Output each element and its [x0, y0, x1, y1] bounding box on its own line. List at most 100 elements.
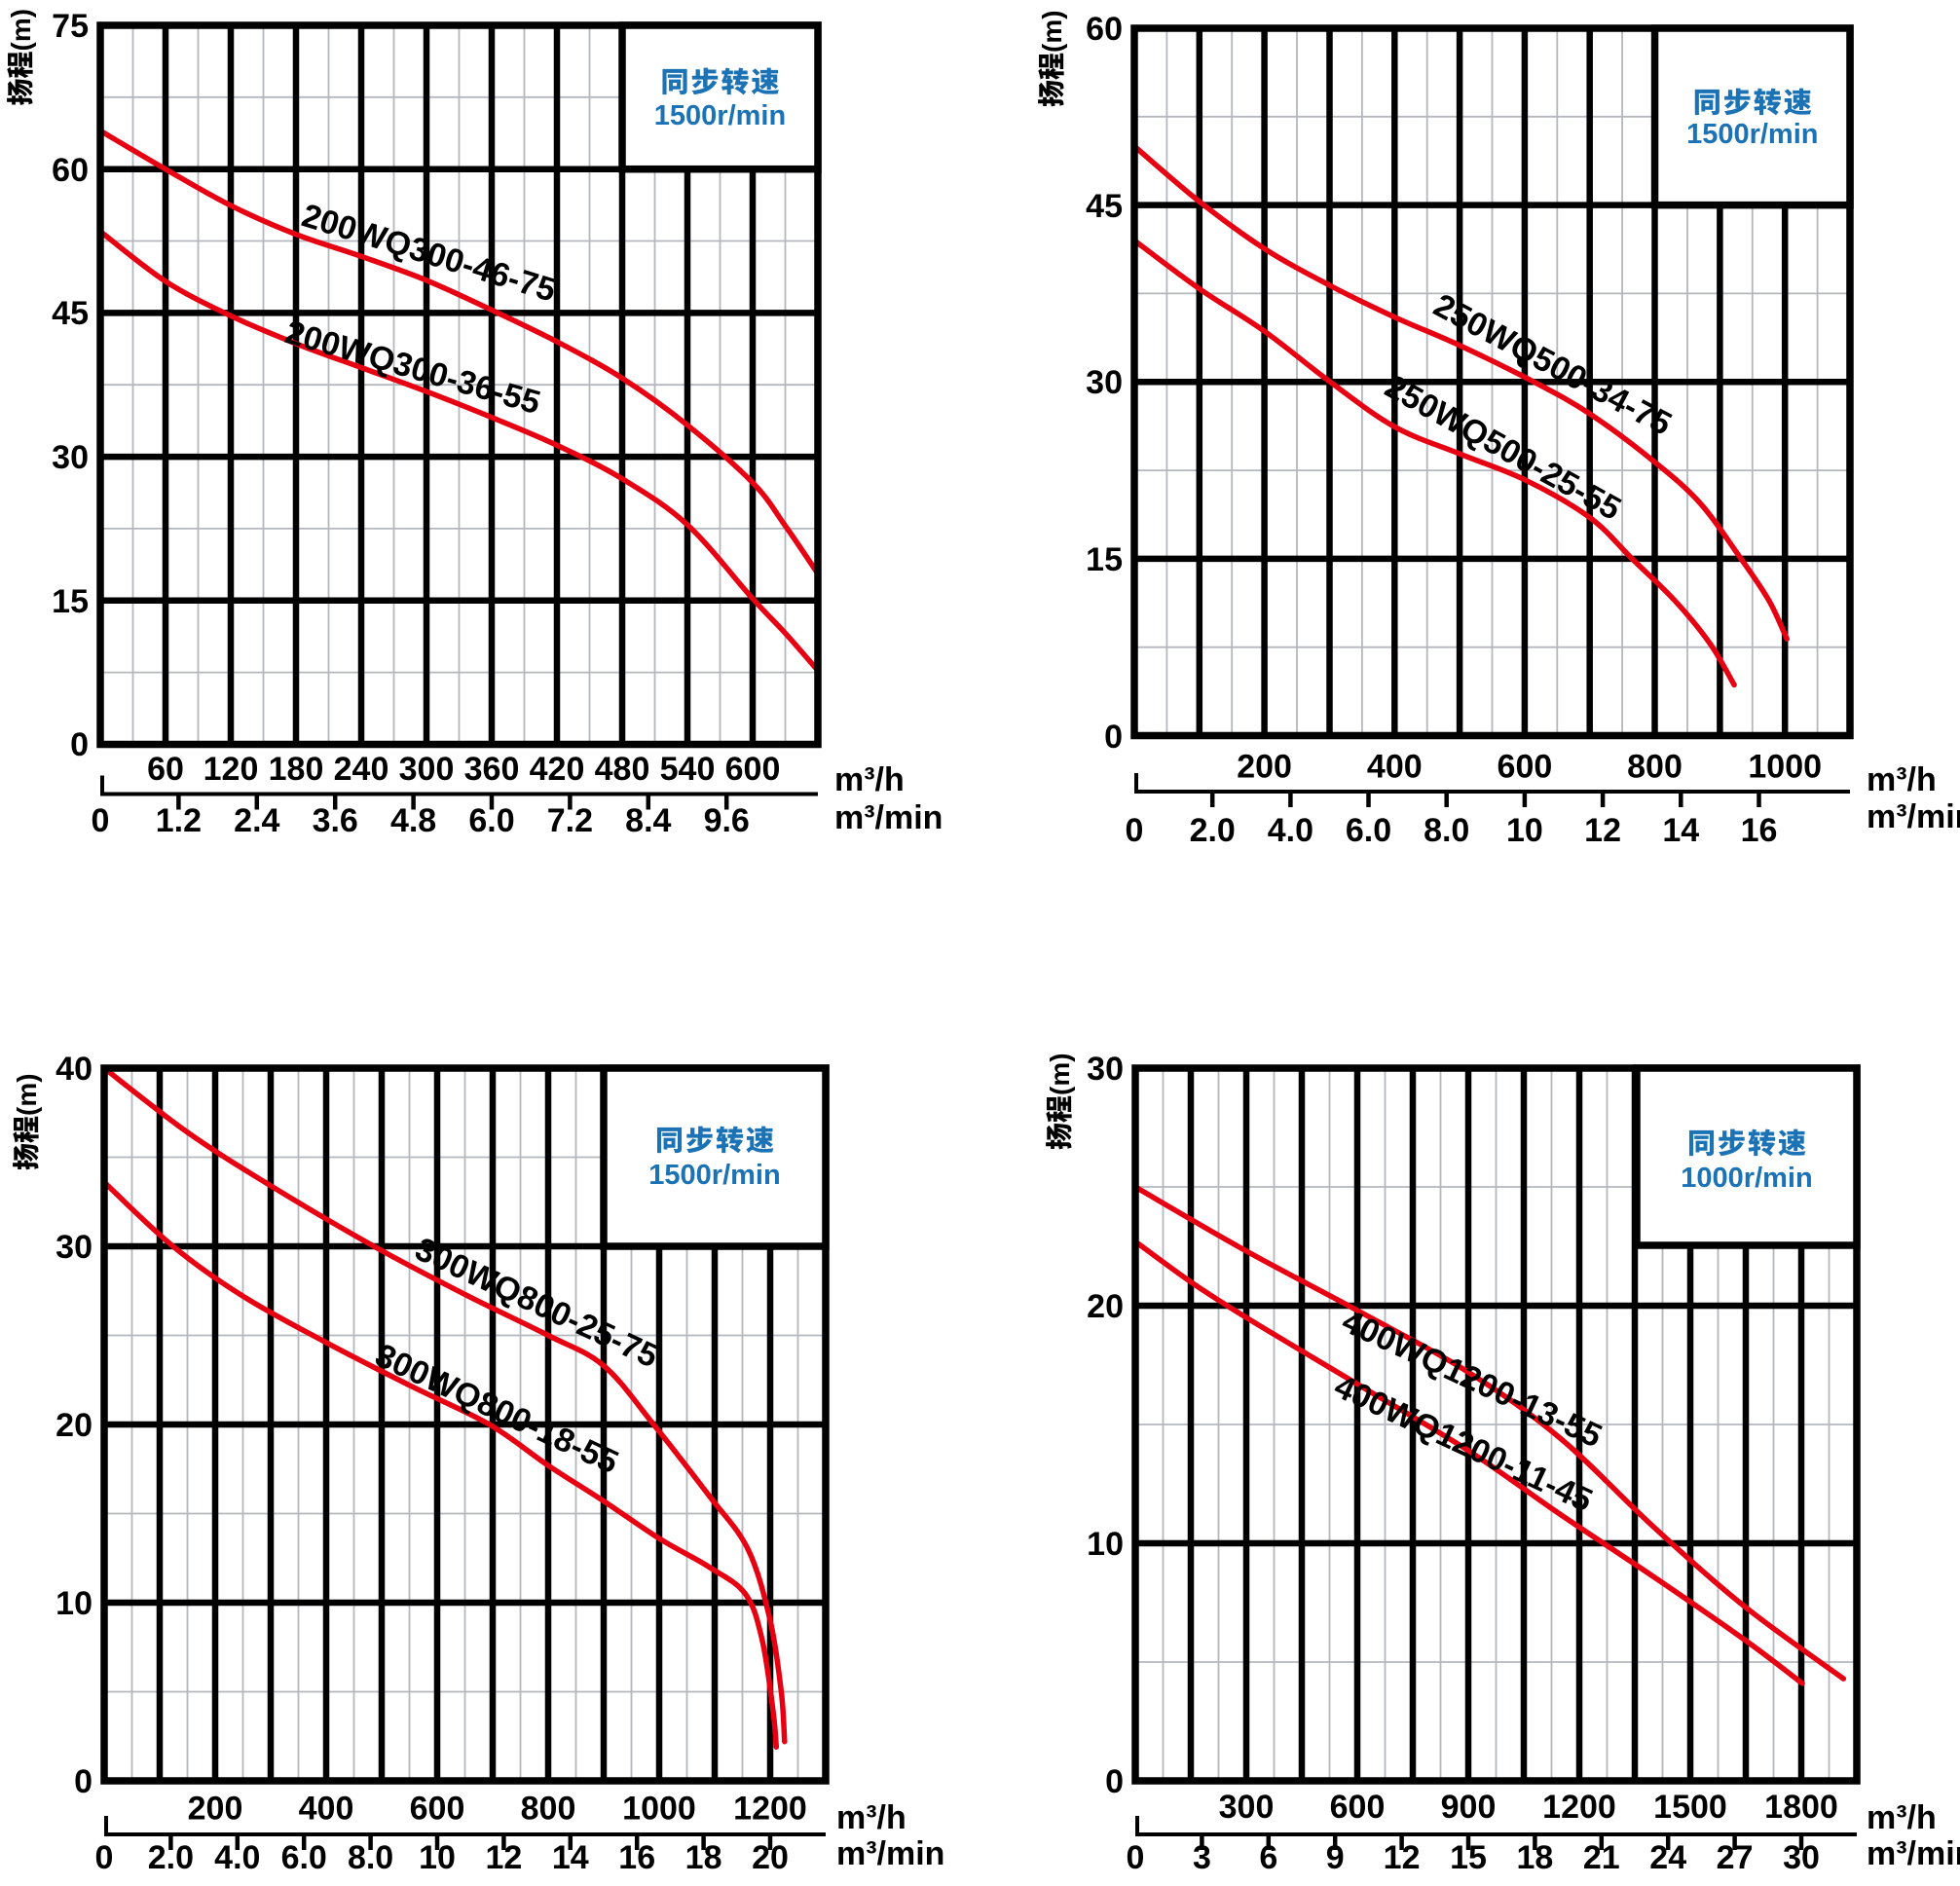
svg-text:40: 40	[55, 1051, 92, 1088]
svg-text:400: 400	[1367, 749, 1423, 786]
svg-text:1800: 1800	[1764, 1789, 1838, 1826]
svg-text:400: 400	[299, 1791, 354, 1828]
svg-text:20: 20	[752, 1839, 789, 1876]
svg-text:1200: 1200	[1542, 1789, 1616, 1826]
svg-text:45: 45	[52, 295, 89, 332]
svg-text:60: 60	[1086, 11, 1123, 48]
svg-text:0: 0	[92, 802, 110, 839]
svg-text:200: 200	[188, 1791, 243, 1828]
svg-text:240: 240	[334, 751, 389, 788]
svg-text:30: 30	[52, 439, 89, 476]
svg-text:6.0: 6.0	[1346, 812, 1391, 849]
svg-text:16: 16	[1741, 812, 1778, 849]
svg-text:14: 14	[552, 1839, 589, 1876]
svg-text:800: 800	[521, 1791, 576, 1828]
svg-text:18: 18	[685, 1839, 722, 1876]
svg-text:1000: 1000	[622, 1791, 696, 1828]
svg-text:27: 27	[1717, 1839, 1754, 1876]
svg-text:0: 0	[95, 1839, 114, 1876]
svg-text:15: 15	[1086, 541, 1123, 578]
svg-text:4.8: 4.8	[390, 802, 436, 839]
svg-text:300: 300	[399, 751, 455, 788]
svg-text:1500: 1500	[1653, 1789, 1727, 1826]
svg-text:20: 20	[1087, 1288, 1124, 1325]
svg-text:12: 12	[1384, 1839, 1421, 1876]
svg-text:600: 600	[1498, 749, 1553, 786]
svg-text:20: 20	[55, 1407, 92, 1444]
svg-text:m³/h: m³/h	[834, 761, 905, 798]
svg-text:1000: 1000	[1748, 749, 1822, 786]
svg-text:(m): (m)	[1037, 10, 1067, 53]
svg-text:540: 540	[660, 751, 716, 788]
svg-text:480: 480	[595, 751, 650, 788]
svg-text:4.0: 4.0	[214, 1839, 260, 1876]
svg-text:m³/min: m³/min	[836, 1835, 944, 1872]
svg-text:600: 600	[410, 1791, 465, 1828]
svg-text:900: 900	[1441, 1789, 1497, 1826]
svg-text:3: 3	[1193, 1839, 1211, 1876]
svg-text:21: 21	[1583, 1839, 1620, 1876]
svg-text:420: 420	[530, 751, 585, 788]
svg-text:8.4: 8.4	[625, 802, 671, 839]
svg-text:10: 10	[419, 1839, 456, 1876]
svg-text:60: 60	[147, 751, 184, 788]
svg-text:1000r/min: 1000r/min	[1681, 1163, 1812, 1194]
svg-text:30: 30	[55, 1229, 92, 1266]
svg-text:0: 0	[1127, 1839, 1145, 1876]
svg-text:30: 30	[1783, 1839, 1820, 1876]
svg-text:30: 30	[1087, 1051, 1124, 1088]
svg-text:m³/min: m³/min	[1867, 798, 1960, 835]
svg-text:12: 12	[1584, 812, 1621, 849]
svg-text:1200: 1200	[733, 1791, 807, 1828]
svg-text:m³/min: m³/min	[834, 799, 943, 836]
svg-text:0: 0	[1105, 1763, 1124, 1800]
svg-text:10: 10	[1506, 812, 1543, 849]
svg-text:3.6: 3.6	[313, 802, 358, 839]
svg-text:15: 15	[52, 583, 89, 620]
svg-text:8.0: 8.0	[348, 1839, 393, 1876]
svg-text:0: 0	[70, 726, 89, 763]
svg-text:600: 600	[725, 751, 781, 788]
svg-text:180: 180	[269, 751, 324, 788]
svg-text:15: 15	[1450, 1839, 1487, 1876]
svg-text:m³/min: m³/min	[1867, 1835, 1960, 1872]
svg-text:m³/h: m³/h	[1867, 1799, 1937, 1836]
svg-text:6.0: 6.0	[281, 1839, 327, 1876]
svg-text:8.0: 8.0	[1424, 812, 1469, 849]
svg-text:800: 800	[1627, 749, 1683, 786]
svg-text:m³/h: m³/h	[836, 1799, 906, 1836]
svg-text:0: 0	[74, 1763, 92, 1800]
svg-text:300: 300	[1219, 1789, 1275, 1826]
svg-text:75: 75	[52, 8, 89, 45]
svg-text:(m): (m)	[6, 9, 36, 52]
svg-text:200: 200	[1237, 749, 1292, 786]
svg-text:10: 10	[1087, 1526, 1124, 1563]
svg-text:9.6: 9.6	[704, 802, 750, 839]
svg-text:60: 60	[52, 152, 89, 189]
svg-text:7.2: 7.2	[547, 802, 593, 839]
svg-text:6: 6	[1259, 1839, 1277, 1876]
svg-text:24: 24	[1649, 1839, 1686, 1876]
svg-text:1.2: 1.2	[156, 802, 202, 839]
svg-text:4.0: 4.0	[1268, 812, 1313, 849]
svg-text:2.4: 2.4	[234, 802, 279, 839]
svg-text:360: 360	[464, 751, 520, 788]
svg-text:45: 45	[1086, 188, 1123, 225]
svg-text:6.0: 6.0	[468, 802, 514, 839]
svg-text:1500r/min: 1500r/min	[648, 1160, 780, 1191]
svg-text:9: 9	[1326, 1839, 1345, 1876]
svg-text:0: 0	[1104, 719, 1123, 756]
svg-text:600: 600	[1330, 1789, 1386, 1826]
svg-text:(m): (m)	[12, 1073, 42, 1116]
svg-text:10: 10	[55, 1585, 92, 1622]
svg-text:120: 120	[203, 751, 259, 788]
svg-text:16: 16	[618, 1839, 655, 1876]
svg-text:12: 12	[485, 1839, 522, 1876]
svg-text:18: 18	[1516, 1839, 1553, 1876]
svg-text:m³/h: m³/h	[1867, 761, 1937, 798]
svg-text:1500r/min: 1500r/min	[654, 100, 786, 131]
svg-text:14: 14	[1662, 812, 1699, 849]
svg-text:30: 30	[1086, 364, 1123, 401]
svg-text:1500r/min: 1500r/min	[1686, 119, 1818, 150]
svg-text:2.0: 2.0	[148, 1839, 194, 1876]
